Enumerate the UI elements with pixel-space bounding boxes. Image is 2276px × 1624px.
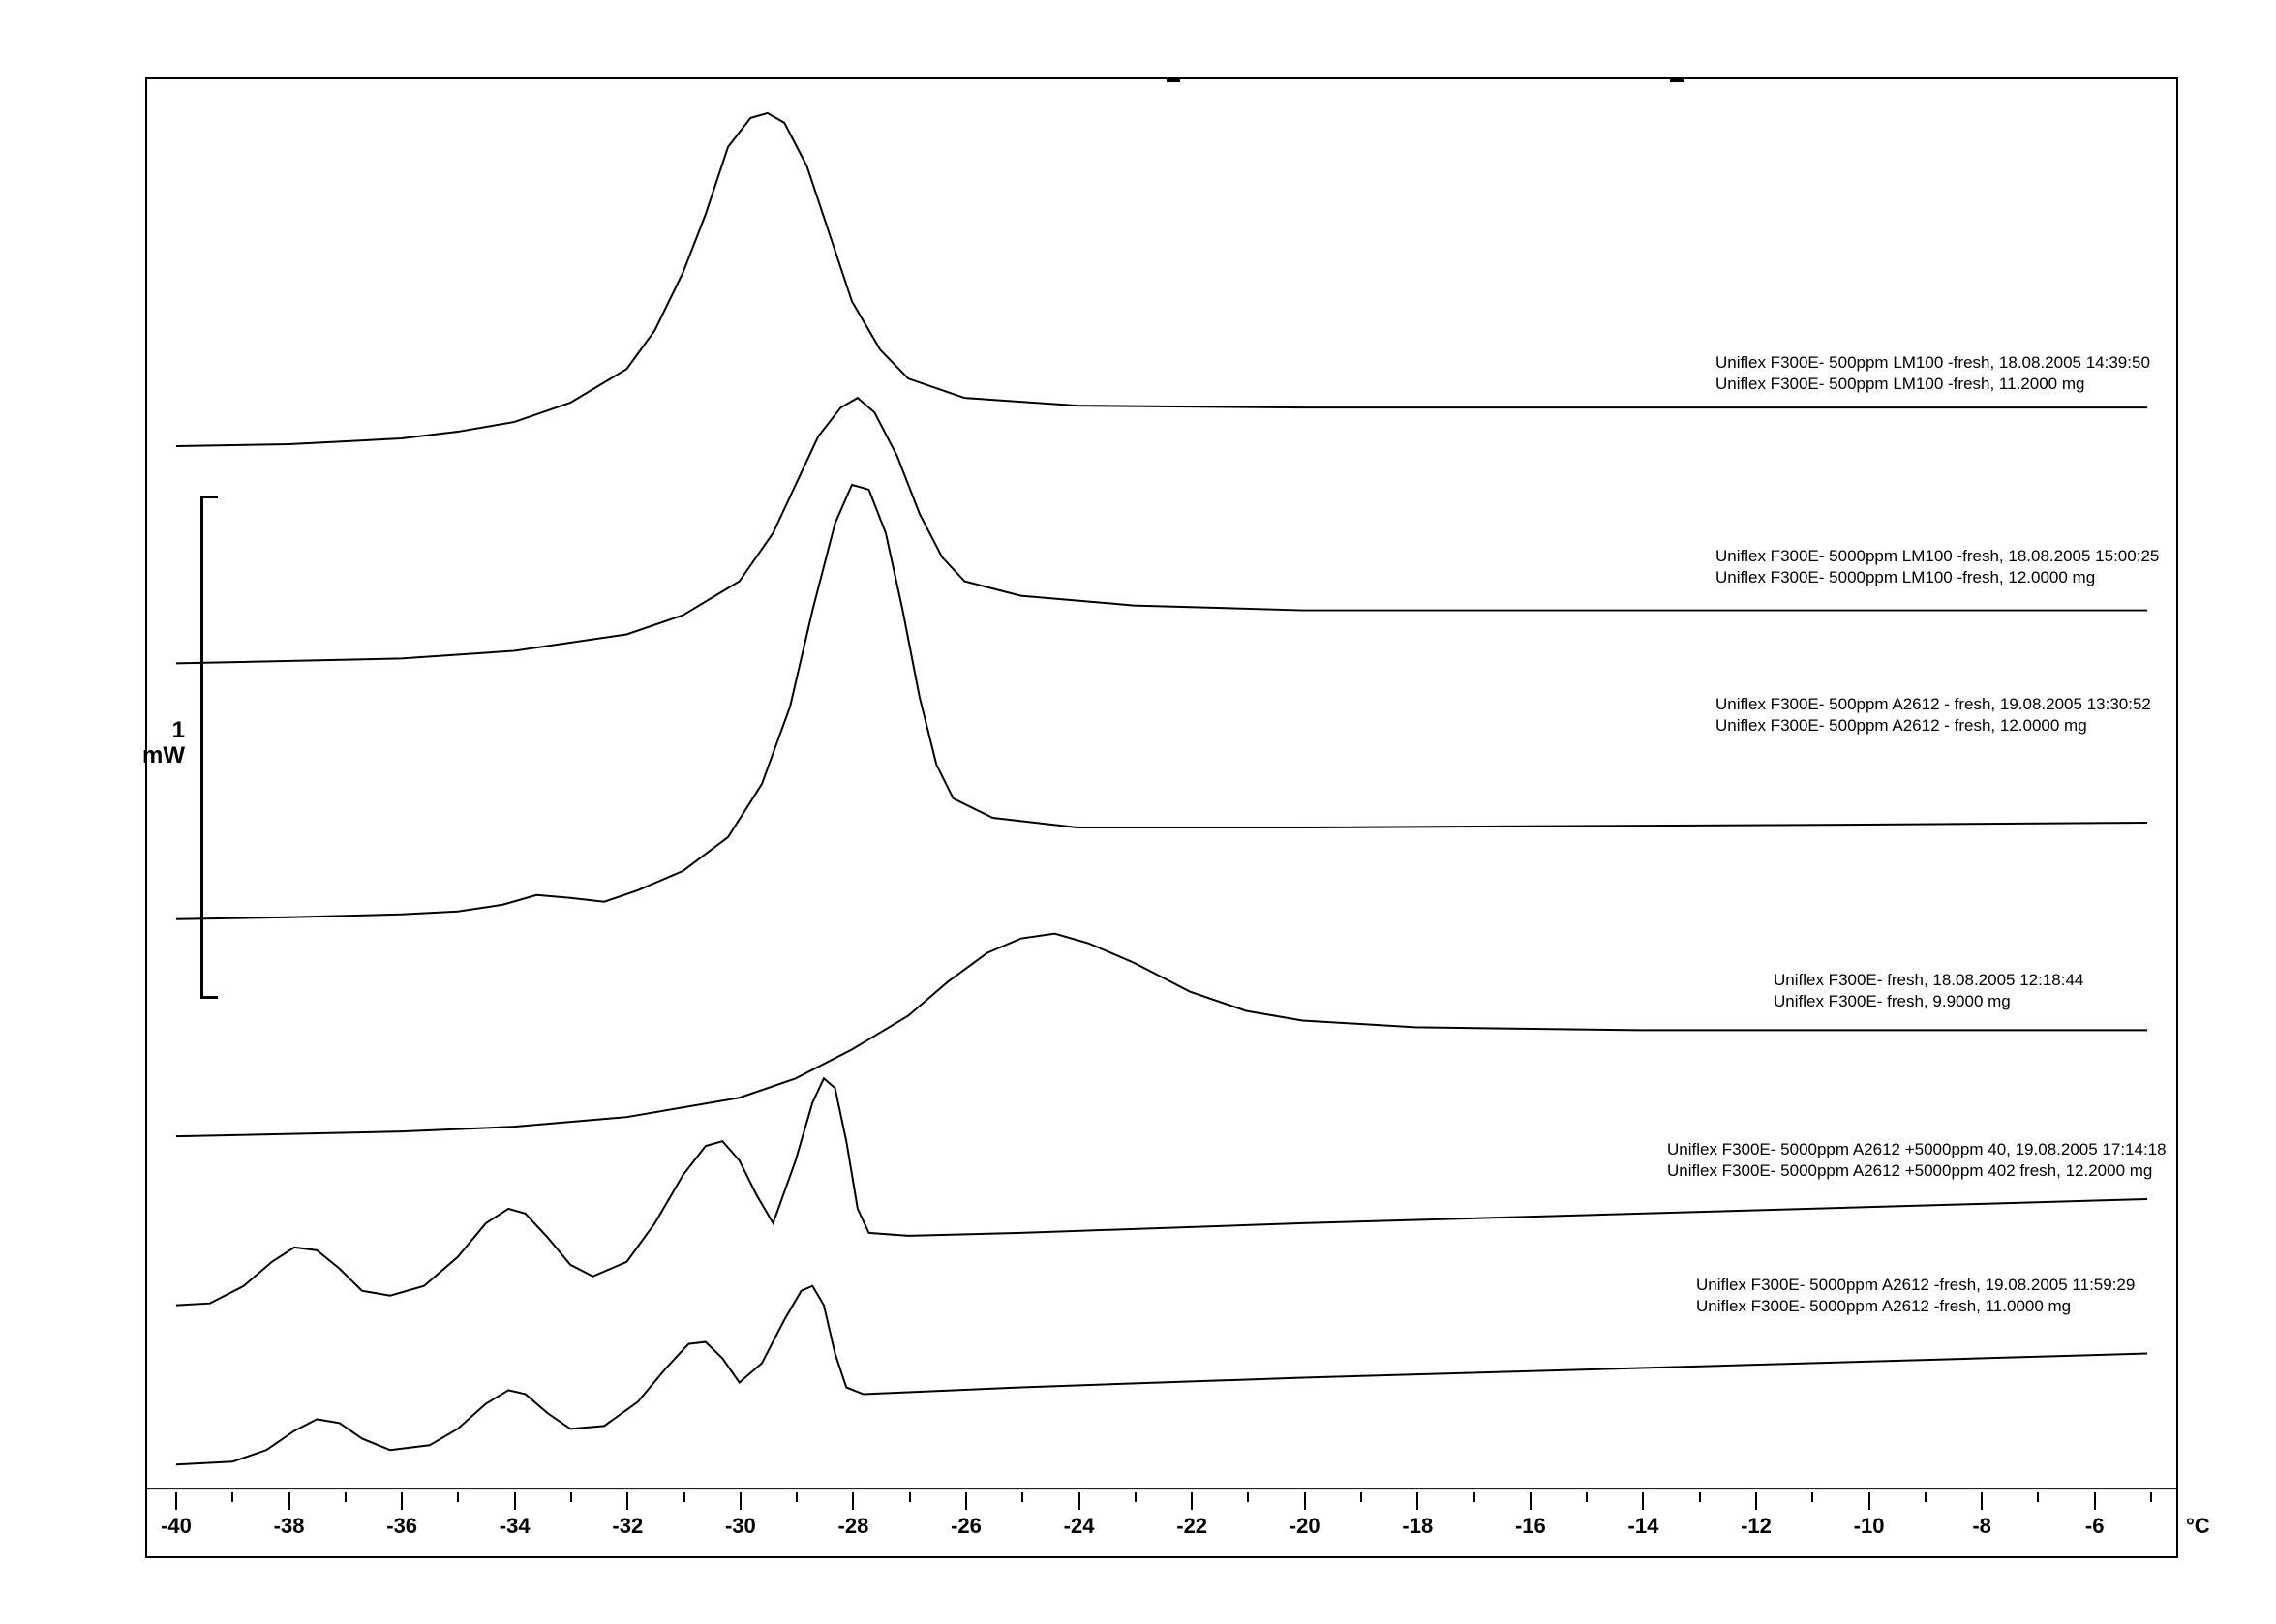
x-tick-major [1868,1492,1870,1510]
x-tick-label: -36 [386,1514,417,1539]
x-tick-major [1755,1492,1757,1510]
curve-label-c1: Uniflex F300E- 500ppm LM100 -fresh, 18.0… [1715,352,2150,395]
x-tick-minor [345,1492,347,1502]
curve-label-c2: Uniflex F300E- 5000ppm LM100 -fresh, 18.… [1715,546,2159,588]
curve-label-line1: Uniflex F300E- 5000ppm A2612 -fresh, 19.… [1696,1275,2135,1296]
x-tick-minor [796,1492,798,1502]
curve-c1 [176,113,2147,446]
x-tick-major [626,1492,628,1510]
x-tick-major [514,1492,516,1510]
y-scale-bracket [200,496,203,999]
x-tick-label: -10 [1854,1514,1885,1539]
x-tick-label: -26 [951,1514,982,1539]
dsc-chart: 1 mW Uniflex F300E- 500ppm LM100 -fresh,… [145,77,2178,1558]
x-tick-minor [2037,1492,2039,1502]
x-axis-unit: °C [2186,1514,2210,1539]
x-tick-minor [457,1492,459,1502]
x-tick-major [1191,1492,1193,1510]
x-tick-major [175,1492,177,1510]
x-tick-label: -20 [1290,1514,1320,1539]
x-tick-label: -38 [274,1514,305,1539]
x-tick-label: -28 [838,1514,869,1539]
x-tick-major [1416,1492,1418,1510]
x-tick-minor [909,1492,911,1502]
curve-c2 [176,398,2147,663]
x-tick-major [401,1492,403,1510]
x-tick-major [1530,1492,1532,1510]
curve-label-line2: Uniflex F300E- 5000ppm LM100 -fresh, 12.… [1715,567,2159,588]
x-tick-label: -12 [1741,1514,1772,1539]
x-tick-major [1304,1492,1306,1510]
curve-label-line1: Uniflex F300E- 5000ppm LM100 -fresh, 18.… [1715,546,2159,567]
y-scale-value: 1 [172,717,185,743]
x-tick-major [1642,1492,1644,1510]
x-tick-label: -16 [1515,1514,1546,1539]
x-tick-major [1078,1492,1080,1510]
curve-label-line2: Uniflex F300E- 5000ppm A2612 -fresh, 11.… [1696,1296,2135,1317]
y-scale-unit: mW [142,742,185,768]
curve-label-line1: Uniflex F300E- 500ppm LM100 -fresh, 18.0… [1715,352,2150,374]
x-tick-minor [1247,1492,1249,1502]
x-tick-minor [1699,1492,1701,1502]
x-tick-minor [683,1492,685,1502]
plot-svg [147,79,2176,1556]
curve-label-c3: Uniflex F300E- 500ppm A2612 - fresh, 19.… [1715,694,2151,737]
x-axis: -40 -38 -36 -34 -32 -30 -28 -26 -24 -22 -20 -18 -16 -… [147,1492,2176,1550]
curve-label-line2: Uniflex F300E- 500ppm LM100 -fresh, 11.2… [1715,374,2150,395]
x-tick-major [740,1492,742,1510]
x-tick-label: -24 [1064,1514,1095,1539]
x-tick-minor [1811,1492,1813,1502]
x-tick-minor [2150,1492,2152,1502]
x-tick-minor [1021,1492,1023,1502]
top-mark [1167,79,1180,82]
x-tick-label: -40 [161,1514,192,1539]
curve-label-line1: Uniflex F300E- 500ppm A2612 - fresh, 19.… [1715,694,2151,715]
curve-label-line1: Uniflex F300E- 5000ppm A2612 +5000ppm 40… [1667,1139,2167,1160]
curve-label-line2: Uniflex F300E- 5000ppm A2612 +5000ppm 40… [1667,1160,2167,1182]
x-tick-label: -30 [725,1514,756,1539]
x-tick-label: -32 [612,1514,643,1539]
x-tick-minor [1135,1492,1137,1502]
x-tick-label: -8 [1972,1514,1991,1539]
curve-c4 [176,934,2147,1136]
top-mark [1670,79,1684,82]
x-tick-minor [1925,1492,1927,1502]
curve-label-c6: Uniflex F300E- 5000ppm A2612 -fresh, 19.… [1696,1275,2135,1317]
y-scale-label: 1 mW [142,718,185,769]
x-tick-minor [1360,1492,1362,1502]
x-tick-label: -6 [2085,1514,2105,1539]
x-tick-minor [231,1492,233,1502]
x-tick-major [2094,1492,2096,1510]
x-tick-minor [1473,1492,1475,1502]
x-tick-major [965,1492,967,1510]
curve-label-c4: Uniflex F300E- fresh, 18.08.2005 12:18:4… [1774,970,2083,1012]
curve-c5 [176,1078,2147,1305]
x-tick-label: -14 [1628,1514,1659,1539]
x-tick-minor [1586,1492,1588,1502]
x-tick-label: -18 [1402,1514,1433,1539]
curve-label-line2: Uniflex F300E- fresh, 9.9000 mg [1774,991,2083,1012]
x-tick-label: -34 [500,1514,531,1539]
x-tick-major [852,1492,854,1510]
curve-label-line2: Uniflex F300E- 500ppm A2612 - fresh, 12.… [1715,715,2151,737]
curve-label-c5: Uniflex F300E- 5000ppm A2612 +5000ppm 40… [1667,1139,2167,1182]
x-tick-minor [570,1492,572,1502]
x-tick-major [1981,1492,1983,1510]
curve-label-line1: Uniflex F300E- fresh, 18.08.2005 12:18:4… [1774,970,2083,991]
x-tick-label: -22 [1176,1514,1207,1539]
x-tick-major [288,1492,290,1510]
